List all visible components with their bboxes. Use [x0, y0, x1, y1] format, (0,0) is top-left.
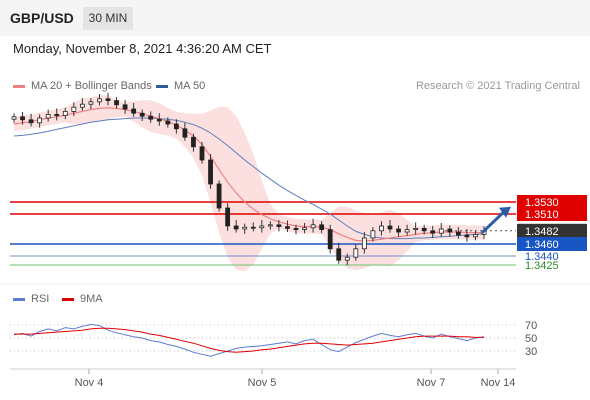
candle-body: [191, 136, 196, 148]
price-label-1-3425: 1.3425: [525, 260, 559, 272]
legend-rsi-label: RSI: [31, 293, 50, 305]
candle-body: [54, 114, 60, 117]
time-label-nov-5: Nov 5: [248, 377, 277, 389]
candle-body: [71, 106, 77, 112]
candle-body: [173, 123, 179, 130]
candle-body: [319, 224, 325, 231]
candle-body: [387, 225, 393, 230]
candle-body: [122, 104, 128, 110]
candle-body: [259, 225, 265, 229]
legend-9ma: 9MA: [62, 293, 103, 305]
candle-body: [267, 224, 273, 227]
9ma-swatch: [62, 297, 74, 301]
candle-body: [327, 229, 333, 250]
candle-body: [250, 226, 256, 229]
candle-body: [45, 114, 51, 119]
timestamp: Monday, November 8, 2021 4:36:20 AM CET: [13, 41, 272, 56]
candle-body: [447, 228, 453, 233]
candle-body: [28, 119, 34, 124]
candle-body: [379, 225, 384, 232]
candle-body: [105, 98, 111, 102]
legend-ma50-label: MA 50: [174, 80, 206, 92]
ma20-swatch: [13, 84, 25, 88]
candle-body: [79, 103, 85, 108]
legend-rsi: RSI: [13, 293, 49, 305]
candle-body: [37, 117, 43, 124]
candle-body: [199, 146, 205, 161]
time-label-nov-4: Nov 4: [75, 377, 104, 389]
rsi-tick-50: 50: [525, 333, 537, 345]
timeframe-button[interactable]: 30 MIN: [83, 7, 133, 30]
candle-body: [293, 227, 299, 230]
candle-body: [11, 116, 17, 120]
candle-body: [438, 228, 444, 234]
candle-body: [139, 112, 145, 117]
time-label-nov-7: Nov 7: [417, 377, 446, 389]
candle-body: [165, 120, 171, 125]
price-label-1-3530: 1.3530: [525, 197, 559, 209]
candle-body: [225, 207, 231, 227]
forecast-arrow: [480, 209, 507, 234]
legend-ma20-label: MA 20 + Bollinger Bands: [31, 80, 152, 92]
price-label-1-3510: 1.3510: [525, 209, 559, 221]
legend-ma50: MA 50: [156, 80, 205, 92]
candle-body: [336, 248, 342, 261]
candle-body: [114, 100, 119, 106]
price-label-1-3460: 1.3460: [525, 239, 559, 251]
rsi-tick-70: 70: [525, 320, 537, 332]
ma20-line: [13, 107, 484, 242]
candle-body: [182, 128, 188, 138]
legend-ma20: MA 20 + Bollinger Bands: [13, 80, 152, 92]
price-badge-1-3530: [517, 195, 587, 209]
header-bar: GBP/USD 30 MIN: [0, 0, 590, 36]
ma50-line: [13, 117, 485, 240]
candle-body: [421, 227, 427, 232]
candle-body: [370, 230, 376, 239]
candle-body: [233, 225, 239, 230]
candle-body: [430, 230, 436, 234]
candle-body: [302, 227, 307, 231]
candle-body: [156, 118, 162, 122]
candle-body: [242, 226, 248, 230]
symbol-title: GBP/USD: [10, 10, 74, 26]
candle-body: [285, 226, 290, 229]
candle-body: [208, 159, 213, 185]
time-label-nov-14: Nov 14: [481, 377, 516, 389]
candle-body: [464, 234, 470, 238]
candle-body: [473, 233, 478, 238]
candle-body: [404, 229, 410, 233]
rsi-9ma-line: [14, 327, 484, 353]
candle-body: [88, 101, 94, 105]
candle-body: [276, 224, 282, 228]
candle-body: [131, 108, 137, 114]
candle-body: [455, 231, 461, 236]
price-badge-1-3460: [517, 237, 587, 251]
candle-body: [353, 248, 359, 258]
candle-body: [413, 227, 419, 230]
ma50-swatch: [156, 84, 168, 88]
candle-body: [97, 98, 102, 103]
rsi-line: [13, 323, 485, 357]
price-label-1-3440: 1.3440: [525, 251, 559, 263]
candle-body: [20, 116, 25, 121]
rsi-tick-30: 30: [525, 346, 537, 358]
candle-body: [361, 237, 367, 250]
candle-body: [148, 115, 154, 120]
price-label-1-3482: 1.3482: [525, 226, 559, 238]
rsi-swatch: [13, 297, 25, 301]
candle-body: [62, 111, 68, 117]
candle-body: [344, 256, 350, 261]
candle-body: [396, 228, 401, 233]
forecast-arrowhead: [499, 206, 511, 218]
candle-body: [310, 224, 316, 229]
price-badge-1-3482: [517, 223, 587, 238]
price-badge-1-3510: [517, 207, 587, 221]
legend-9ma-label: 9MA: [80, 293, 103, 305]
copyright: Research © 2021 Trading Central: [415, 80, 580, 92]
candle-body: [216, 183, 222, 209]
bollinger-band: [14, 95, 484, 272]
